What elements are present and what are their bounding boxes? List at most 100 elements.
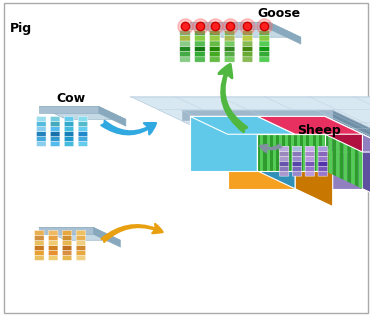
FancyArrowPatch shape	[102, 224, 163, 242]
Polygon shape	[325, 134, 328, 173]
FancyBboxPatch shape	[35, 240, 44, 246]
Polygon shape	[282, 134, 285, 171]
Polygon shape	[332, 138, 336, 176]
FancyBboxPatch shape	[48, 235, 58, 240]
FancyBboxPatch shape	[209, 46, 220, 52]
FancyBboxPatch shape	[76, 250, 86, 255]
FancyBboxPatch shape	[48, 245, 58, 251]
Polygon shape	[303, 134, 307, 171]
Text: Goose: Goose	[257, 7, 301, 20]
Polygon shape	[340, 141, 344, 180]
FancyBboxPatch shape	[35, 250, 44, 255]
FancyBboxPatch shape	[62, 235, 72, 240]
FancyBboxPatch shape	[195, 41, 205, 46]
FancyBboxPatch shape	[48, 240, 58, 246]
FancyBboxPatch shape	[318, 146, 327, 151]
Polygon shape	[362, 134, 372, 207]
FancyBboxPatch shape	[78, 141, 88, 146]
Polygon shape	[300, 134, 303, 171]
Polygon shape	[131, 97, 372, 168]
FancyBboxPatch shape	[50, 117, 60, 122]
FancyBboxPatch shape	[209, 57, 220, 62]
Polygon shape	[347, 145, 351, 183]
FancyBboxPatch shape	[209, 41, 220, 46]
Polygon shape	[325, 116, 362, 152]
FancyBboxPatch shape	[76, 235, 86, 240]
FancyBboxPatch shape	[242, 52, 253, 57]
FancyBboxPatch shape	[62, 250, 72, 255]
FancyBboxPatch shape	[180, 30, 190, 36]
Text: Cow: Cow	[56, 92, 85, 105]
FancyBboxPatch shape	[64, 141, 74, 146]
FancyBboxPatch shape	[78, 126, 88, 131]
Polygon shape	[295, 134, 333, 207]
Polygon shape	[273, 134, 276, 171]
Polygon shape	[190, 22, 301, 37]
FancyBboxPatch shape	[78, 117, 88, 122]
FancyBboxPatch shape	[50, 121, 60, 127]
FancyBboxPatch shape	[279, 161, 289, 166]
FancyBboxPatch shape	[76, 240, 86, 246]
FancyBboxPatch shape	[64, 117, 74, 122]
FancyBboxPatch shape	[242, 41, 253, 46]
Polygon shape	[182, 110, 372, 146]
FancyBboxPatch shape	[242, 46, 253, 52]
Polygon shape	[228, 134, 295, 189]
FancyBboxPatch shape	[64, 121, 74, 127]
Polygon shape	[93, 228, 121, 247]
FancyBboxPatch shape	[224, 46, 235, 52]
FancyBboxPatch shape	[76, 255, 86, 260]
FancyBboxPatch shape	[279, 151, 289, 156]
Polygon shape	[257, 116, 325, 134]
FancyBboxPatch shape	[180, 52, 190, 57]
Polygon shape	[295, 134, 372, 152]
FancyBboxPatch shape	[209, 30, 220, 36]
Polygon shape	[351, 147, 355, 185]
FancyBboxPatch shape	[305, 156, 315, 161]
FancyBboxPatch shape	[259, 35, 270, 41]
FancyBboxPatch shape	[76, 245, 86, 251]
Polygon shape	[39, 228, 93, 234]
Text: Pig: Pig	[10, 22, 32, 35]
FancyBboxPatch shape	[48, 230, 58, 236]
Polygon shape	[257, 116, 295, 189]
Polygon shape	[291, 134, 294, 171]
FancyBboxPatch shape	[292, 171, 302, 176]
FancyBboxPatch shape	[318, 171, 327, 176]
Polygon shape	[312, 134, 315, 171]
FancyArrowPatch shape	[219, 64, 247, 132]
FancyBboxPatch shape	[318, 156, 327, 161]
Polygon shape	[319, 134, 322, 171]
FancyBboxPatch shape	[195, 57, 205, 62]
FancyBboxPatch shape	[62, 240, 72, 246]
Polygon shape	[295, 134, 362, 189]
FancyBboxPatch shape	[292, 151, 302, 156]
FancyBboxPatch shape	[259, 52, 270, 57]
FancyBboxPatch shape	[305, 171, 315, 176]
Polygon shape	[182, 110, 333, 120]
FancyBboxPatch shape	[48, 250, 58, 255]
Polygon shape	[285, 134, 288, 171]
FancyBboxPatch shape	[318, 166, 327, 171]
FancyBboxPatch shape	[305, 161, 315, 166]
FancyArrowPatch shape	[101, 121, 156, 134]
FancyBboxPatch shape	[259, 30, 270, 36]
FancyBboxPatch shape	[36, 117, 46, 122]
FancyBboxPatch shape	[195, 46, 205, 52]
Polygon shape	[269, 22, 301, 44]
Polygon shape	[281, 141, 333, 148]
Polygon shape	[307, 134, 310, 171]
FancyBboxPatch shape	[224, 35, 235, 41]
Polygon shape	[322, 134, 325, 171]
FancyBboxPatch shape	[35, 255, 44, 260]
FancyBboxPatch shape	[292, 166, 302, 171]
FancyBboxPatch shape	[259, 46, 270, 52]
FancyBboxPatch shape	[35, 230, 44, 236]
FancyBboxPatch shape	[224, 57, 235, 62]
FancyBboxPatch shape	[50, 136, 60, 142]
FancyBboxPatch shape	[209, 35, 220, 41]
FancyBboxPatch shape	[242, 30, 253, 36]
FancyBboxPatch shape	[180, 57, 190, 62]
Polygon shape	[263, 134, 267, 171]
FancyBboxPatch shape	[36, 121, 46, 127]
